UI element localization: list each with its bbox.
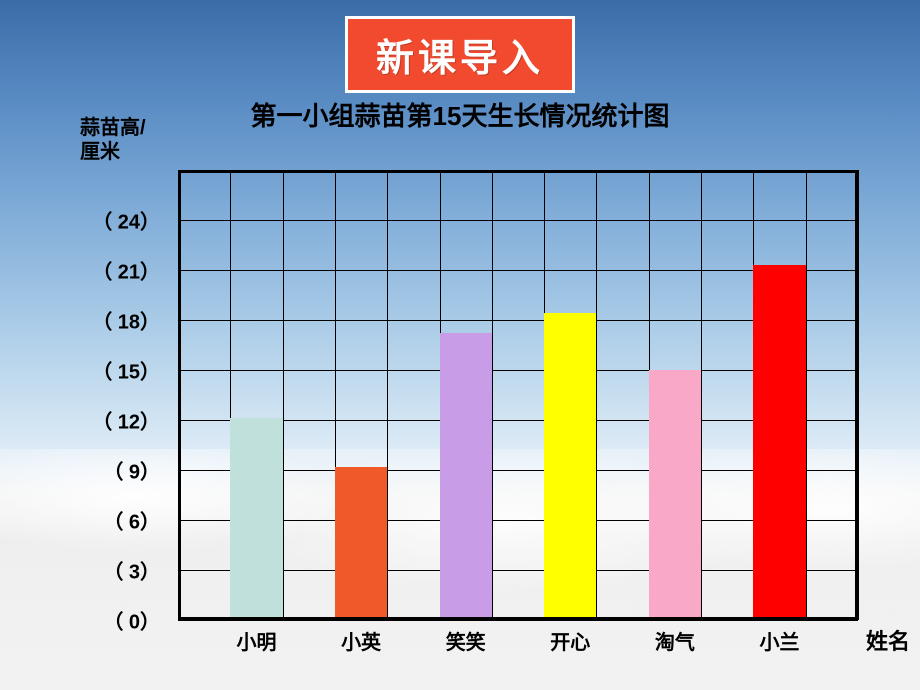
grid-line-v xyxy=(701,170,702,620)
y-tick-label: （ 6） xyxy=(103,506,160,535)
bar xyxy=(649,370,701,620)
x-category-label: 小明 xyxy=(236,626,276,655)
banner-text: 新课导入 xyxy=(376,38,544,80)
y-tick-label: （ 15） xyxy=(92,356,160,385)
bar xyxy=(440,333,492,620)
x-category-label: 小兰 xyxy=(760,626,800,655)
chart-area: （ 0）（ 3）（ 6）（ 9）（ 12）（ 15）（ 18）（ 21）（ 24… xyxy=(178,170,858,620)
y-tick-label: （ 21） xyxy=(92,256,160,285)
x-category-label: 笑笑 xyxy=(446,626,486,655)
y-tick-label: （ 9） xyxy=(103,456,160,485)
right-axis-line xyxy=(855,170,858,620)
x-category-label: 淘气 xyxy=(655,626,695,655)
bar xyxy=(230,418,282,620)
y-tick-label: （ 18） xyxy=(92,306,160,335)
y-axis-label: 蒜苗高/ 厘米 xyxy=(80,116,146,164)
grid-line-v xyxy=(387,170,388,620)
y-axis-label-line2: 厘米 xyxy=(80,141,120,163)
grid-line-h xyxy=(178,220,858,221)
x-category-label: 开心 xyxy=(550,626,590,655)
x-axis-label: 姓名 xyxy=(866,624,910,656)
top-axis-line xyxy=(178,170,858,173)
chart-title: 第一小组蒜苗第15天生长情况统计图 xyxy=(251,96,670,133)
y-tick-label: （ 24） xyxy=(92,206,160,235)
grid-line-v xyxy=(806,170,807,620)
y-tick-label: （ 12） xyxy=(92,406,160,435)
grid-line-v xyxy=(492,170,493,620)
bar xyxy=(753,265,805,620)
y-axis-line xyxy=(178,170,181,620)
bar xyxy=(335,467,387,620)
grid-line-v xyxy=(858,170,859,620)
grid-line-v xyxy=(283,170,284,620)
lesson-banner: 新课导入 xyxy=(345,16,575,93)
x-category-label: 小英 xyxy=(341,626,381,655)
y-axis-label-line1: 蒜苗高/ xyxy=(80,117,146,139)
x-axis-line xyxy=(178,617,858,620)
bar xyxy=(544,313,596,620)
grid-line-v xyxy=(596,170,597,620)
y-tick-label: （ 3） xyxy=(103,556,160,585)
y-tick-label: （ 0） xyxy=(103,606,160,635)
grid-line-h xyxy=(178,620,858,621)
